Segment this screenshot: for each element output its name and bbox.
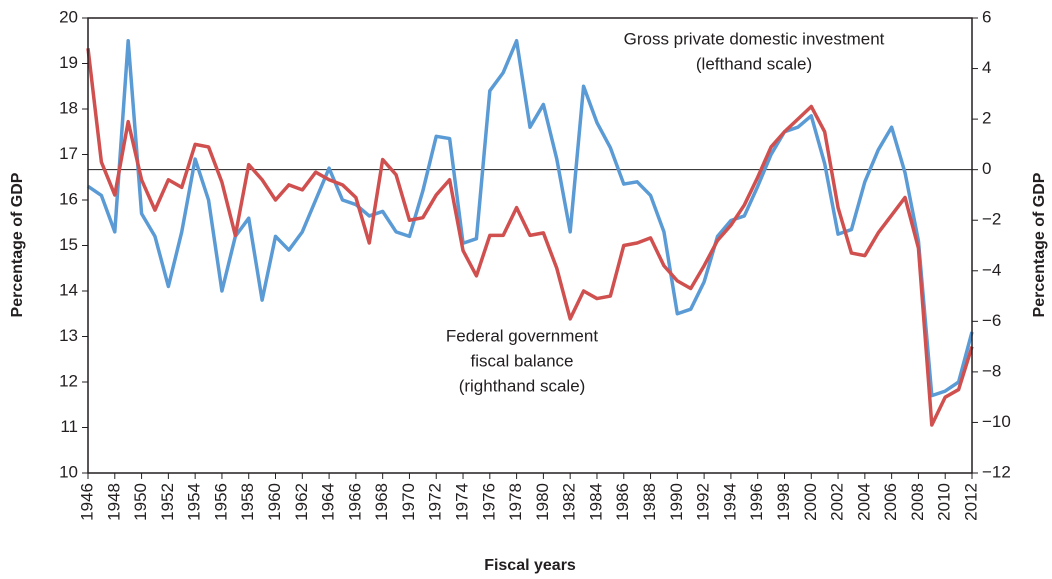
annotation: Federal government [446,326,598,345]
y2-tick-label: −4 [982,260,1001,279]
x-tick-label: 2010 [935,483,954,521]
x-tick-label: 2012 [961,483,980,521]
x-tick-label: 2004 [854,483,873,521]
y-tick-label: 10 [59,462,78,481]
x-tick-label: 1960 [265,483,284,521]
annotation: Gross private domestic investment [624,29,885,48]
x-tick-label: 1954 [185,483,204,521]
x-tick-label: 1952 [158,483,177,521]
x-tick-label: 2002 [828,483,847,521]
y2-tick-label: −10 [982,412,1011,431]
y-tick-label: 18 [59,98,78,117]
series-line [86,48,974,427]
x-tick-label: 1982 [560,483,579,521]
y-tick-label: 16 [59,189,78,208]
y-tick-label: 19 [59,53,78,72]
x-tick-label: 2008 [908,483,927,521]
x-tick-label: 1990 [667,483,686,521]
x-tick-label: 1996 [747,483,766,521]
y2-tick-label: −8 [982,361,1001,380]
x-tick-label: 1992 [694,483,713,521]
x-tick-label: 1976 [479,483,498,521]
y-tick-label: 14 [59,280,78,299]
plot-frame [87,17,973,474]
y-tick-label: 20 [59,7,78,26]
y2-tick-label: −12 [982,462,1011,481]
x-tick-label: 1994 [720,483,739,521]
x-tick-label: 1966 [345,483,364,521]
x-tick-label: 1978 [506,483,525,521]
x-tick-label: 2000 [801,483,820,521]
y2-tick-label: 0 [982,159,991,178]
annotation: (lefthand scale) [696,54,812,73]
x-tick-label: 1956 [211,483,230,521]
x-tick-label: 1970 [399,483,418,521]
y-tick-label: 15 [59,235,78,254]
y2-tick-label: 4 [982,58,991,77]
x-tick-label: 1972 [426,483,445,521]
x-tick-label: 1948 [104,483,123,521]
x-tick-label: 1980 [533,483,552,521]
x-tick-label: 1968 [372,483,391,521]
y-tick-label: 11 [60,417,78,436]
x-tick-label: 1974 [453,483,472,521]
y2-tick-label: 2 [982,109,991,128]
y-tick-label: 17 [59,144,78,163]
x-tick-label: 1962 [292,483,311,521]
x-tick-label: 1964 [319,483,338,521]
y2-tick-label: −2 [982,210,1001,229]
x-tick-label: 1984 [586,483,605,521]
x-tick-label: 1986 [613,483,632,521]
x-tick-label: 1950 [131,483,150,521]
y2-axis-label: Percentage of GDP [1031,172,1048,317]
annotation: (righthand scale) [459,376,586,395]
x-axis-label: Fiscal years [484,557,576,574]
y-tick-label: 13 [59,326,78,345]
x-tick-label: 1958 [238,483,257,521]
y2-tick-label: −6 [982,311,1001,330]
y-tick-label: 12 [59,371,78,390]
y2-tick-label: 6 [982,7,991,26]
annotation: fiscal balance [470,351,573,370]
x-tick-label: 2006 [881,483,900,521]
x-tick-label: 1946 [77,483,96,521]
x-tick-label: 1988 [640,483,659,521]
x-tick-label: 1998 [774,483,793,521]
y-axis-label: Percentage of GDP [9,172,26,317]
